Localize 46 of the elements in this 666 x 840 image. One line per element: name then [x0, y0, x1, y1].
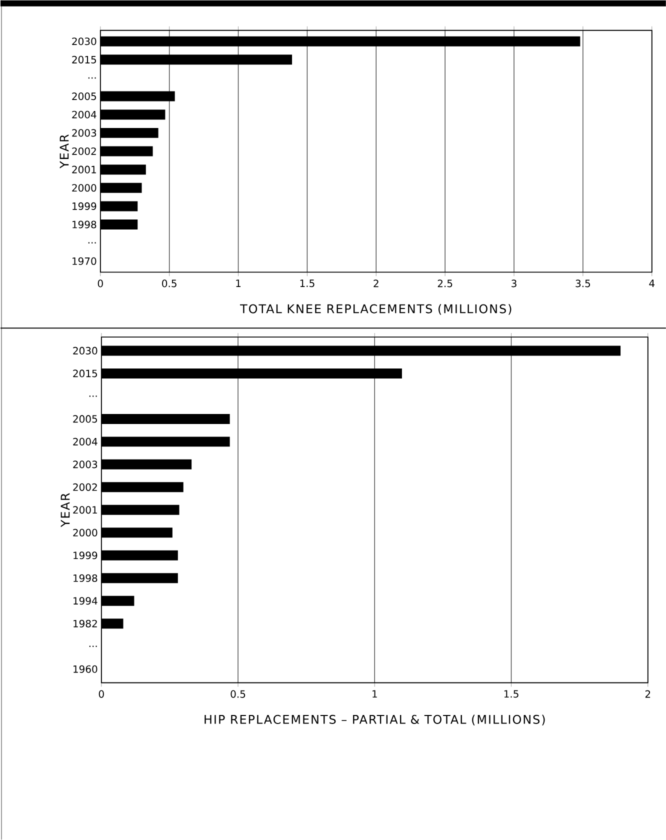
y-tick-label: 2015 — [72, 56, 96, 64]
x-tick-label: 2 — [645, 690, 650, 698]
x-axis-title: HIP REPLACEMENTS – PARTIAL & TOTAL (MILLIONS) — [204, 714, 545, 726]
y-tick-label: 2003 — [72, 129, 96, 137]
y-tick-label: 1960 — [73, 665, 98, 673]
y-tick-label: 2004 — [72, 110, 96, 118]
y-tick-label: 2030 — [72, 38, 96, 46]
y-axis-title: YEAR — [60, 493, 70, 528]
x-tick-label: 0.5 — [230, 690, 245, 698]
x-tick-label: 4 — [649, 280, 654, 287]
x-tick-label: 1 — [236, 280, 240, 287]
y-tick-label: 2001 — [73, 506, 97, 514]
y-tick-label: 2002 — [72, 147, 96, 156]
y-tick-label: 2000 — [72, 184, 96, 192]
x-tick-label: 3.5 — [576, 280, 590, 288]
y-tick-label: 1970 — [72, 257, 96, 265]
y-tick-label: 1998 — [73, 574, 98, 582]
y-tick-label: 1982 — [73, 620, 97, 628]
y-tick-label: 2002 — [73, 483, 97, 491]
x-tick-label: 1 — [372, 690, 377, 698]
y-tick-label: ... — [88, 77, 96, 79]
x-tick-label: 0 — [98, 690, 104, 698]
y-tick-label: 2003 — [73, 460, 97, 468]
x-tick-label: 2 — [374, 280, 378, 288]
y-tick-label: 1998 — [72, 220, 96, 228]
x-tick-label: 1.5 — [504, 690, 518, 698]
y-tick-label: 1994 — [73, 597, 98, 605]
y-tick-label: ... — [89, 646, 97, 647]
x-tick-label: 0.5 — [162, 280, 176, 288]
y-tick-label: 2005 — [73, 415, 97, 423]
y-tick-label: 2015 — [73, 370, 97, 378]
x-tick-label: 1.5 — [300, 280, 314, 288]
y-tick-label: 2005 — [72, 92, 96, 100]
y-tick-label: 1999 — [73, 552, 97, 560]
y-tick-label: ... — [89, 396, 97, 397]
x-axis-title: TOTAL KNEE REPLACEMENTS (MILLIONS) — [240, 304, 512, 315]
y-axis-title: YEAR — [60, 134, 68, 168]
y-tick-label: ... — [88, 242, 96, 244]
x-tick-label: 3 — [511, 280, 516, 288]
x-tick-label: 0 — [98, 280, 103, 288]
y-tick-label: 2001 — [72, 166, 96, 174]
y-tick-label: 2004 — [73, 438, 98, 446]
y-tick-label: 2000 — [73, 528, 98, 536]
y-tick-label: 1999 — [72, 202, 96, 210]
x-tick-label: 2.5 — [438, 280, 452, 288]
y-tick-label: 2030 — [73, 346, 98, 355]
